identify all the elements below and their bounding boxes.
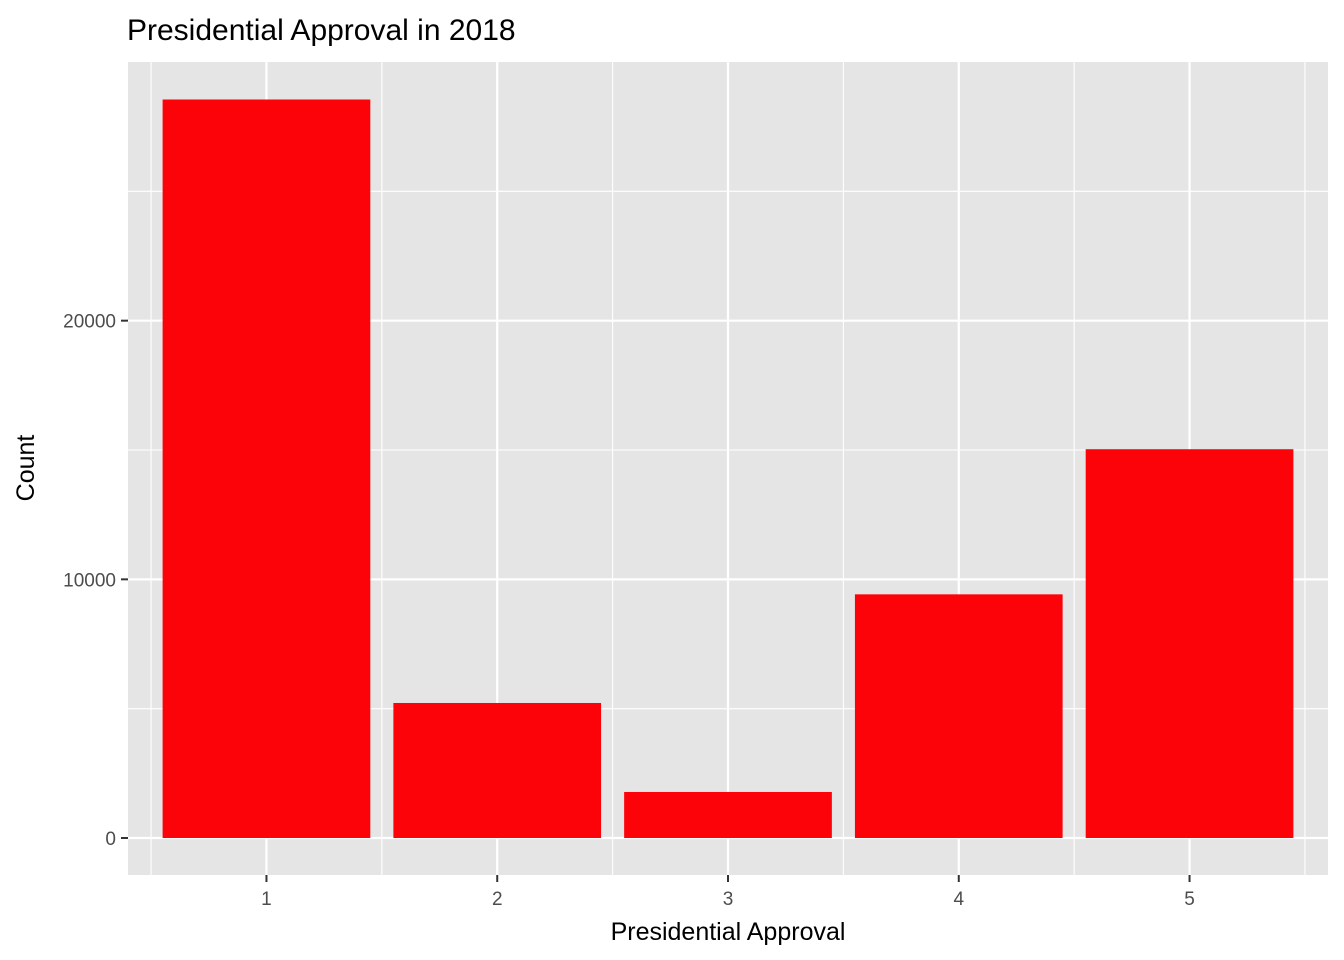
x-tick-label: 4 xyxy=(953,889,964,910)
y-tick-label: 0 xyxy=(105,829,116,850)
y-tick-label: 20000 xyxy=(63,312,116,333)
bar-1 xyxy=(162,99,371,839)
x-axis-title: Presidential Approval xyxy=(611,918,846,946)
chart-title: Presidential Approval in 2018 xyxy=(127,14,516,47)
bar-2 xyxy=(393,702,602,839)
y-tick-label: 10000 xyxy=(63,570,116,591)
bar-4 xyxy=(854,594,1063,839)
x-tick-label: 2 xyxy=(492,889,503,910)
bar-5 xyxy=(1085,449,1294,839)
bar-3 xyxy=(624,791,832,839)
x-tick-label: 3 xyxy=(723,889,734,910)
bars xyxy=(162,99,1294,839)
y-axis-title: Count xyxy=(12,435,40,502)
x-tick-label: 1 xyxy=(261,889,272,910)
x-axis: 1 2 3 4 5 xyxy=(261,875,1195,910)
y-axis: 0 10000 20000 xyxy=(63,312,128,850)
x-tick-label: 5 xyxy=(1184,889,1195,910)
